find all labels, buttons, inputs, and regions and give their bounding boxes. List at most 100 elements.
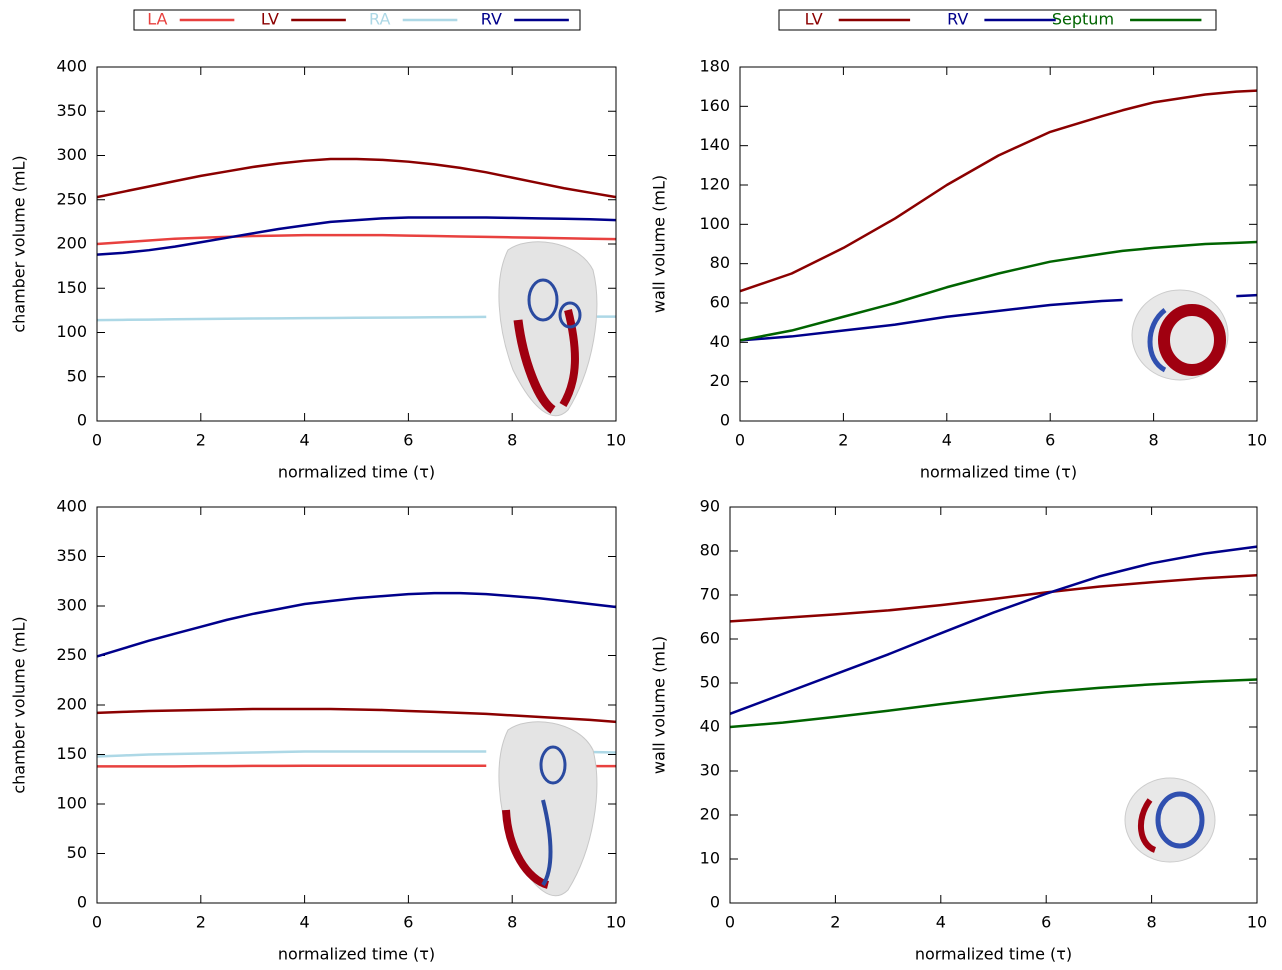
legend-box <box>133 9 581 31</box>
y-tick-label: 250 <box>56 189 87 208</box>
x-tick-label: 8 <box>1147 913 1157 932</box>
plot-frame <box>96 66 617 422</box>
heart-image <box>498 721 598 897</box>
plot-frame <box>729 506 1258 904</box>
y-tick-label: 200 <box>56 695 87 714</box>
x-tick-label: 2 <box>838 431 848 450</box>
y-tick-label: 400 <box>56 57 87 76</box>
x-tick-label: 4 <box>936 913 946 932</box>
y-tick-label: 50 <box>67 843 87 862</box>
plot-frame <box>739 66 1258 422</box>
series-line <box>729 678 1258 729</box>
series-line <box>96 707 617 724</box>
x-tick-label: 0 <box>725 913 735 932</box>
series-line <box>96 216 617 256</box>
y-tick-label: 100 <box>56 322 87 341</box>
x-tick-label: 4 <box>300 913 310 932</box>
legend-box <box>778 9 1217 31</box>
y-tick-label: 160 <box>699 96 730 115</box>
y-tick-label: 400 <box>56 497 87 516</box>
x-tick-label: 4 <box>942 431 952 450</box>
x-axis-label: normalized time (τ) <box>920 463 1077 482</box>
x-tick-label: 6 <box>1045 431 1055 450</box>
y-tick-label: 300 <box>56 596 87 615</box>
plot: 0 10 20 30 40 50 60 70 80 90 0 2 4 6 8 10 normalized tim… <box>650 497 1268 964</box>
y-tick-label: 100 <box>699 214 730 233</box>
heart-cross-section <box>1124 777 1216 863</box>
y-tick-label: 30 <box>700 761 720 780</box>
plot: 0 20 40 60 80 100 120 140 160 180 0 2 4 6 8 10 normalize… <box>650 9 1267 482</box>
x-tick-label: 4 <box>300 431 310 450</box>
legend-label: RV <box>481 10 502 29</box>
x-tick-label: 8 <box>507 431 517 450</box>
x-tick-label: 0 <box>92 913 102 932</box>
legend-label: Septum <box>1052 10 1114 29</box>
y-tick-label: 90 <box>700 497 720 516</box>
series-line <box>96 157 617 199</box>
x-tick-label: 2 <box>830 913 840 932</box>
x-tick-label: 8 <box>1149 431 1159 450</box>
y-tick-label: 60 <box>710 293 730 312</box>
y-axis-label: wall volume (mL) <box>650 175 669 313</box>
y-tick-label: 0 <box>710 893 720 912</box>
series-line <box>739 240 1258 342</box>
plot: 0 50 100 150 200 250 300 350 400 0 2 4 6 8 10 normalize… <box>10 9 626 482</box>
x-axis-label: normalized time (τ) <box>915 945 1072 964</box>
y-tick-label: 50 <box>700 673 720 692</box>
y-tick-label: 20 <box>700 805 720 824</box>
y-axis-label: wall volume (mL) <box>650 636 669 774</box>
y-tick-label: 50 <box>67 366 87 385</box>
x-tick-label: 8 <box>507 913 517 932</box>
x-tick-label: 10 <box>606 431 626 450</box>
legend-label: LV <box>805 10 823 29</box>
x-tick-label: 0 <box>92 431 102 450</box>
plot: 0 50 100 150 200 250 300 350 400 0 2 4 6 8 10 normalize… <box>10 497 627 964</box>
legend-label: RV <box>947 10 968 29</box>
y-axis-label: chamber volume (mL) <box>10 616 29 793</box>
y-tick-label: 250 <box>56 645 87 664</box>
x-tick-label: 2 <box>196 431 206 450</box>
x-tick-label: 10 <box>1247 913 1267 932</box>
y-tick-label: 0 <box>77 893 87 912</box>
y-axis-label: chamber volume (mL) <box>10 155 29 332</box>
y-tick-label: 100 <box>56 794 87 813</box>
y-tick-label: 70 <box>700 585 720 604</box>
series-line <box>96 750 617 758</box>
x-tick-label: 10 <box>606 913 626 932</box>
y-tick-label: 80 <box>710 253 730 272</box>
series-line <box>96 233 617 246</box>
series-line <box>96 591 617 658</box>
x-tick-label: 10 <box>1247 431 1267 450</box>
y-tick-label: 40 <box>710 332 730 351</box>
legend-label: RA <box>369 10 390 29</box>
x-tick-label: 2 <box>196 913 206 932</box>
y-tick-label: 20 <box>710 371 730 390</box>
y-tick-label: 60 <box>700 629 720 648</box>
legend-label: LA <box>147 10 167 29</box>
legend-label: LV <box>261 10 279 29</box>
y-tick-label: 0 <box>77 411 87 430</box>
heart-image <box>498 241 598 417</box>
y-tick-label: 150 <box>56 744 87 763</box>
y-tick-label: 350 <box>56 546 87 565</box>
y-tick-label: 80 <box>700 541 720 560</box>
series-line <box>729 573 1258 623</box>
y-tick-label: 350 <box>56 101 87 120</box>
y-tick-label: 40 <box>700 717 720 736</box>
series-line <box>739 89 1258 293</box>
x-tick-label: 6 <box>1041 913 1051 932</box>
x-tick-label: 0 <box>735 431 745 450</box>
plot-frame <box>96 506 617 904</box>
series-line <box>729 545 1258 715</box>
y-tick-label: 0 <box>720 411 730 430</box>
y-tick-label: 200 <box>56 234 87 253</box>
y-tick-label: 180 <box>699 57 730 76</box>
heart-cross-section <box>1131 289 1229 381</box>
x-axis-label: normalized time (τ) <box>278 463 435 482</box>
series-line <box>739 293 1258 342</box>
x-axis-label: normalized time (τ) <box>278 945 435 964</box>
y-tick-label: 140 <box>699 135 730 154</box>
y-tick-label: 120 <box>699 175 730 194</box>
y-tick-label: 150 <box>56 278 87 297</box>
